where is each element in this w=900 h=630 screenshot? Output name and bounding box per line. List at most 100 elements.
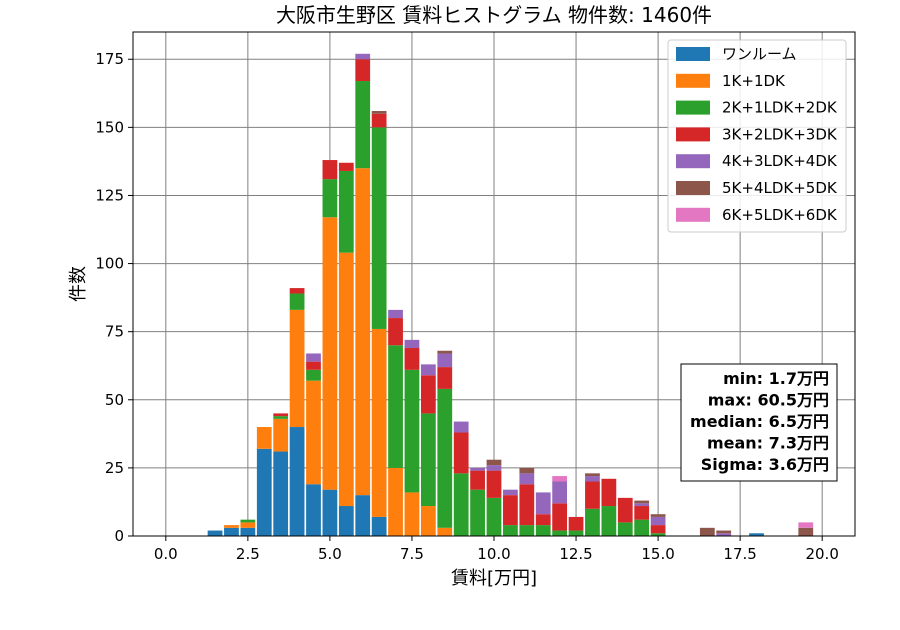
- y-tick-label: 150: [95, 118, 124, 136]
- bar-segment: [486, 465, 502, 471]
- legend-swatch: [676, 100, 710, 115]
- x-tick-label: 7.5: [400, 545, 424, 563]
- bar-segment: [470, 489, 485, 536]
- bar-segment: [404, 492, 420, 536]
- bar-segment: [535, 525, 551, 536]
- legend-swatch: [676, 154, 710, 169]
- bar-segment: [634, 506, 650, 520]
- bar-segment: [420, 506, 436, 536]
- legend-label: ワンルーム: [722, 45, 797, 63]
- bar-segment: [552, 476, 568, 482]
- y-tick-label: 100: [95, 255, 124, 273]
- legend-swatch: [676, 207, 710, 222]
- bar-segment: [453, 432, 469, 474]
- y-tick-label: 0: [114, 527, 124, 545]
- stats-line: mean: 7.3万円: [707, 434, 829, 453]
- y-tick-label: 175: [95, 50, 124, 68]
- bar-segment: [306, 484, 321, 536]
- bar-segment: [289, 293, 305, 310]
- bar-segment: [437, 388, 453, 528]
- bar-segment: [338, 506, 354, 536]
- bar-segment: [371, 127, 387, 329]
- bar-segment: [568, 516, 584, 531]
- bar-segment: [273, 418, 289, 452]
- bar-segment: [322, 489, 338, 536]
- bar-segment: [453, 473, 469, 536]
- bar-segment: [617, 497, 633, 523]
- legend-label: 4K+3LDK+4DK: [722, 152, 838, 170]
- x-tick-label: 2.5: [236, 545, 260, 563]
- bar-segment: [749, 533, 764, 536]
- bar-segment: [322, 217, 338, 490]
- bar-segment: [388, 467, 403, 536]
- bar-segment: [355, 53, 371, 60]
- bar-segment: [273, 416, 289, 419]
- bar-segment: [207, 530, 223, 536]
- bar-segment: [355, 59, 371, 82]
- bar-segment: [552, 530, 568, 536]
- bar-segment: [289, 309, 305, 428]
- bar-segment: [371, 516, 387, 536]
- bar-segment: [634, 503, 650, 507]
- bar-segment: [535, 514, 551, 526]
- bar-segment: [256, 448, 272, 536]
- bar-segment: [617, 522, 633, 536]
- bar-segment: [388, 318, 403, 346]
- bar-segment: [306, 353, 321, 362]
- stats-line: min: 1.7万円: [723, 369, 829, 388]
- bar-segment: [240, 519, 256, 523]
- legend-swatch: [676, 73, 710, 88]
- bar-segment: [634, 500, 650, 504]
- bar-segment: [601, 506, 617, 536]
- bar-segment: [650, 525, 666, 534]
- bar-segment: [503, 489, 518, 496]
- bar-segment: [519, 484, 535, 526]
- bar-segment: [355, 81, 371, 169]
- legend-label: 1K+1DK: [722, 72, 786, 90]
- bar-segment: [273, 413, 289, 417]
- bar-segment: [519, 525, 535, 536]
- bar-segment: [585, 481, 600, 509]
- x-tick-label: 0.0: [154, 545, 178, 563]
- x-axis-label: 賃料[万円]: [451, 568, 537, 589]
- bar-segment: [371, 328, 387, 517]
- bar-segment: [306, 361, 321, 370]
- bar-segment: [338, 170, 354, 253]
- bar-segment: [338, 252, 354, 507]
- bar-segment: [240, 527, 256, 536]
- bar-segment: [650, 514, 666, 517]
- bar-segment: [503, 525, 518, 536]
- bar-segment: [568, 530, 584, 536]
- bar-segment: [371, 111, 387, 114]
- y-axis-ticks: 0 25 50 75 100 125 150 175: [95, 50, 133, 545]
- stats-box-frame: [680, 363, 838, 482]
- x-tick-label: 10.0: [477, 545, 510, 563]
- bar-segment: [503, 495, 518, 526]
- bar-segment: [388, 309, 403, 319]
- legend-swatch: [676, 47, 710, 61]
- bar-segment: [224, 527, 239, 536]
- bar-segment: [224, 525, 239, 528]
- bar-segment: [634, 519, 650, 536]
- x-tick-label: 17.5: [723, 545, 756, 563]
- x-axis-ticks: 0.0 2.5 5.0 7.5 10.0 12.5 15.0 17.5 20.0: [154, 536, 839, 563]
- bar-segment: [552, 503, 568, 531]
- y-tick-label: 50: [105, 391, 124, 409]
- bar-segment: [716, 533, 732, 536]
- bar-segment: [650, 533, 666, 536]
- bar-segment: [585, 473, 600, 477]
- stats-line: max: 60.5万円: [708, 391, 829, 410]
- bar-segment: [437, 527, 453, 536]
- legend-label: 2K+1LDK+2DK: [722, 99, 838, 117]
- bar-segment: [338, 162, 354, 171]
- bar-segment: [306, 369, 321, 381]
- bar-segment: [404, 348, 420, 370]
- bar-segment: [453, 421, 469, 433]
- legend-label: 3K+2LDK+3DK: [722, 125, 838, 143]
- bar-segment: [650, 516, 666, 526]
- bar-segment: [716, 530, 732, 534]
- bar-segment: [420, 375, 436, 414]
- bar-segment: [420, 364, 436, 376]
- bar-segment: [535, 492, 551, 515]
